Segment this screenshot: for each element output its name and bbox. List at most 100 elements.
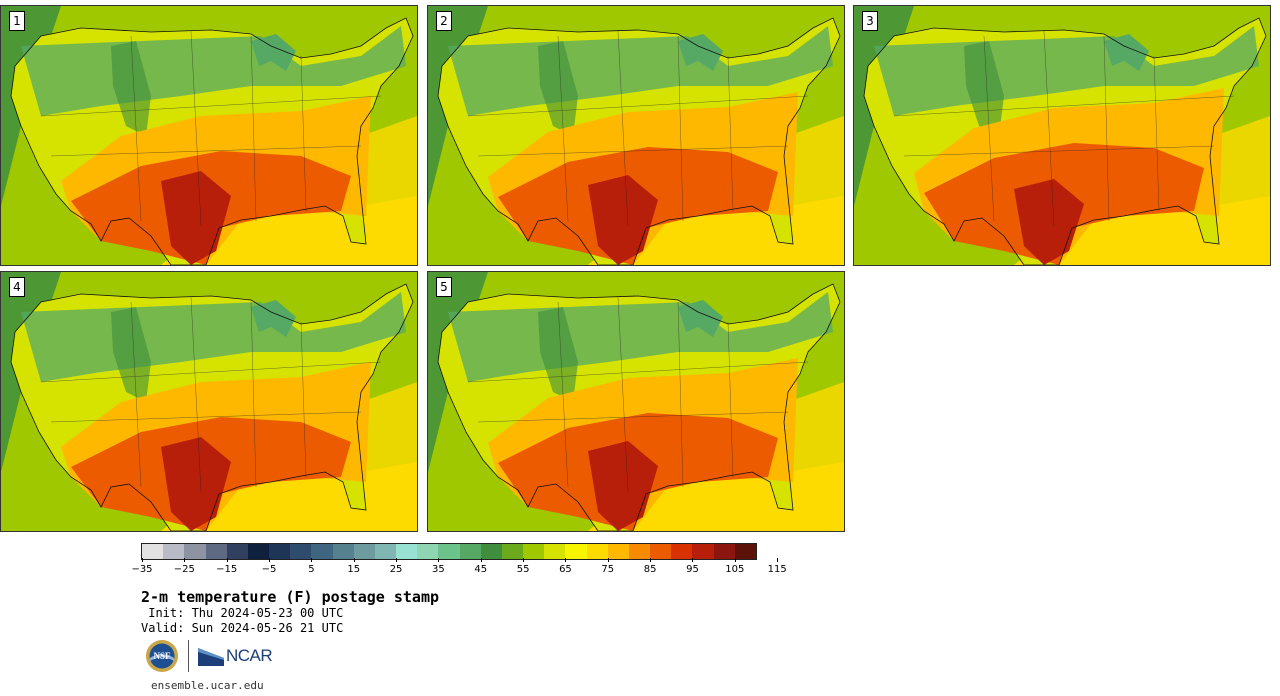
colorbar-swatch xyxy=(734,544,756,559)
state-border xyxy=(1103,35,1110,222)
temperature-map xyxy=(1,6,417,265)
member-panel-2: 2 xyxy=(427,5,845,266)
great-lakes xyxy=(678,300,723,337)
colorbar-swatch xyxy=(501,544,524,559)
init-time: Init: Thu 2024-05-23 00 UTC xyxy=(141,606,344,620)
colorbar-tick-label: 55 xyxy=(516,564,530,575)
colorbar-swatch xyxy=(713,544,735,559)
colorbar-swatch xyxy=(374,544,397,559)
valid-time: Valid: Sun 2024-05-26 21 UTC xyxy=(141,621,344,635)
state-border xyxy=(250,301,257,488)
colorbar-tick-label: 5 xyxy=(308,564,315,575)
footer-url: ensemble.ucar.edu xyxy=(151,679,264,692)
logo-row: NSF NCAR xyxy=(145,638,273,674)
colorbar-tick-label: 95 xyxy=(686,564,699,575)
colorbar-tick xyxy=(692,558,694,562)
colorbar-tick xyxy=(226,558,228,562)
state-border xyxy=(617,296,629,493)
colorbar-swatch xyxy=(332,544,354,559)
temperature-map xyxy=(428,272,844,531)
colorbar-tick-label: 65 xyxy=(559,564,572,575)
colorbar-tick-label: 15 xyxy=(347,564,361,575)
coastline xyxy=(863,17,1267,265)
state-border xyxy=(677,35,684,222)
great-lakes xyxy=(251,34,296,71)
state-border xyxy=(1043,30,1055,227)
colorbar-tick-label: −35 xyxy=(131,564,153,575)
nsf-logo-icon: NSF xyxy=(146,640,178,672)
colorbar-swatch xyxy=(353,544,375,559)
member-label: 5 xyxy=(436,277,452,297)
colorbar-tick xyxy=(480,558,482,562)
rockies-cool-zone xyxy=(538,307,578,402)
colorbar-ticks: −35 −25 −15 −5 5 15 25 35 45 55 65 75 85 95 105 115 xyxy=(131,558,787,578)
colorbar-swatch xyxy=(650,544,672,559)
great-lakes xyxy=(251,300,296,337)
state-border xyxy=(677,301,684,488)
nsf-logo-text: NSF xyxy=(153,651,171,661)
colorbar-tick xyxy=(777,558,779,562)
state-border xyxy=(467,361,809,383)
rockies-cool-zone xyxy=(538,41,578,136)
member-panel-4: 4 xyxy=(0,271,418,532)
colorbar-tick-label: 105 xyxy=(725,564,745,575)
texas-very-hot-zone xyxy=(161,437,231,531)
ncar-logo-text: NCAR xyxy=(226,646,273,665)
member-label: 1 xyxy=(9,11,25,31)
atlantic-warm-water xyxy=(1214,116,1270,216)
state-border xyxy=(130,301,142,488)
member-label: 3 xyxy=(862,11,878,31)
colorbar-swatch xyxy=(692,544,714,559)
state-border xyxy=(130,35,142,222)
coastline xyxy=(10,283,414,531)
colorbar xyxy=(141,543,757,560)
colorbar-tick xyxy=(607,558,609,562)
logo-divider xyxy=(188,640,189,672)
colorbar-swatch xyxy=(565,544,587,559)
colorbar-tick xyxy=(650,558,652,562)
state-border xyxy=(727,321,734,478)
state-border xyxy=(557,35,569,222)
temperature-map xyxy=(854,6,1270,265)
colorbar-swatch xyxy=(269,544,291,559)
state-border xyxy=(617,30,629,227)
colorbar-tick-label: −15 xyxy=(216,564,238,575)
pacific-cool-band xyxy=(854,6,914,206)
state-border xyxy=(40,95,382,117)
coastline xyxy=(437,17,841,265)
ncar-logo: NCAR xyxy=(198,646,273,666)
colorbar-swatch xyxy=(607,544,629,559)
colorbar-swatch xyxy=(438,544,460,559)
colorbar-swatch xyxy=(205,544,227,559)
colorbar-tick-label: 45 xyxy=(474,564,488,575)
state-border xyxy=(40,361,382,383)
colorbar-tick xyxy=(734,558,736,562)
state-border xyxy=(477,145,789,157)
temperature-map xyxy=(428,6,844,265)
rockies-cool-zone xyxy=(964,41,1004,136)
colorbar-tick xyxy=(142,558,143,562)
colorbar-swatch xyxy=(184,544,206,559)
state-border xyxy=(893,95,1235,117)
colorbar-swatch xyxy=(544,544,566,559)
member-panel-3: 3 xyxy=(853,5,1271,266)
colorbar-tick xyxy=(438,558,440,562)
pacific-cool-band xyxy=(1,272,61,472)
colorbar-swatch xyxy=(628,544,651,559)
colorbar-tick-label: 85 xyxy=(643,564,657,575)
colorbar-tick-label: 75 xyxy=(601,564,615,575)
colorbar-swatch xyxy=(671,544,693,559)
great-lakes xyxy=(678,34,723,71)
colorbar-tick-label: 115 xyxy=(767,564,787,575)
colorbar-tick xyxy=(396,558,398,562)
colorbar-swatch xyxy=(247,544,270,559)
state-border xyxy=(300,321,307,478)
colorbar-tick-label: −5 xyxy=(261,564,277,575)
colorbar-tick-label: 25 xyxy=(389,564,403,575)
state-border xyxy=(727,55,734,212)
member-label: 2 xyxy=(436,11,452,31)
atlantic-warm-water xyxy=(361,382,417,482)
pacific-cool-band xyxy=(1,6,61,206)
colorbar-tick xyxy=(269,558,271,562)
colorbar-swatch xyxy=(311,544,333,559)
